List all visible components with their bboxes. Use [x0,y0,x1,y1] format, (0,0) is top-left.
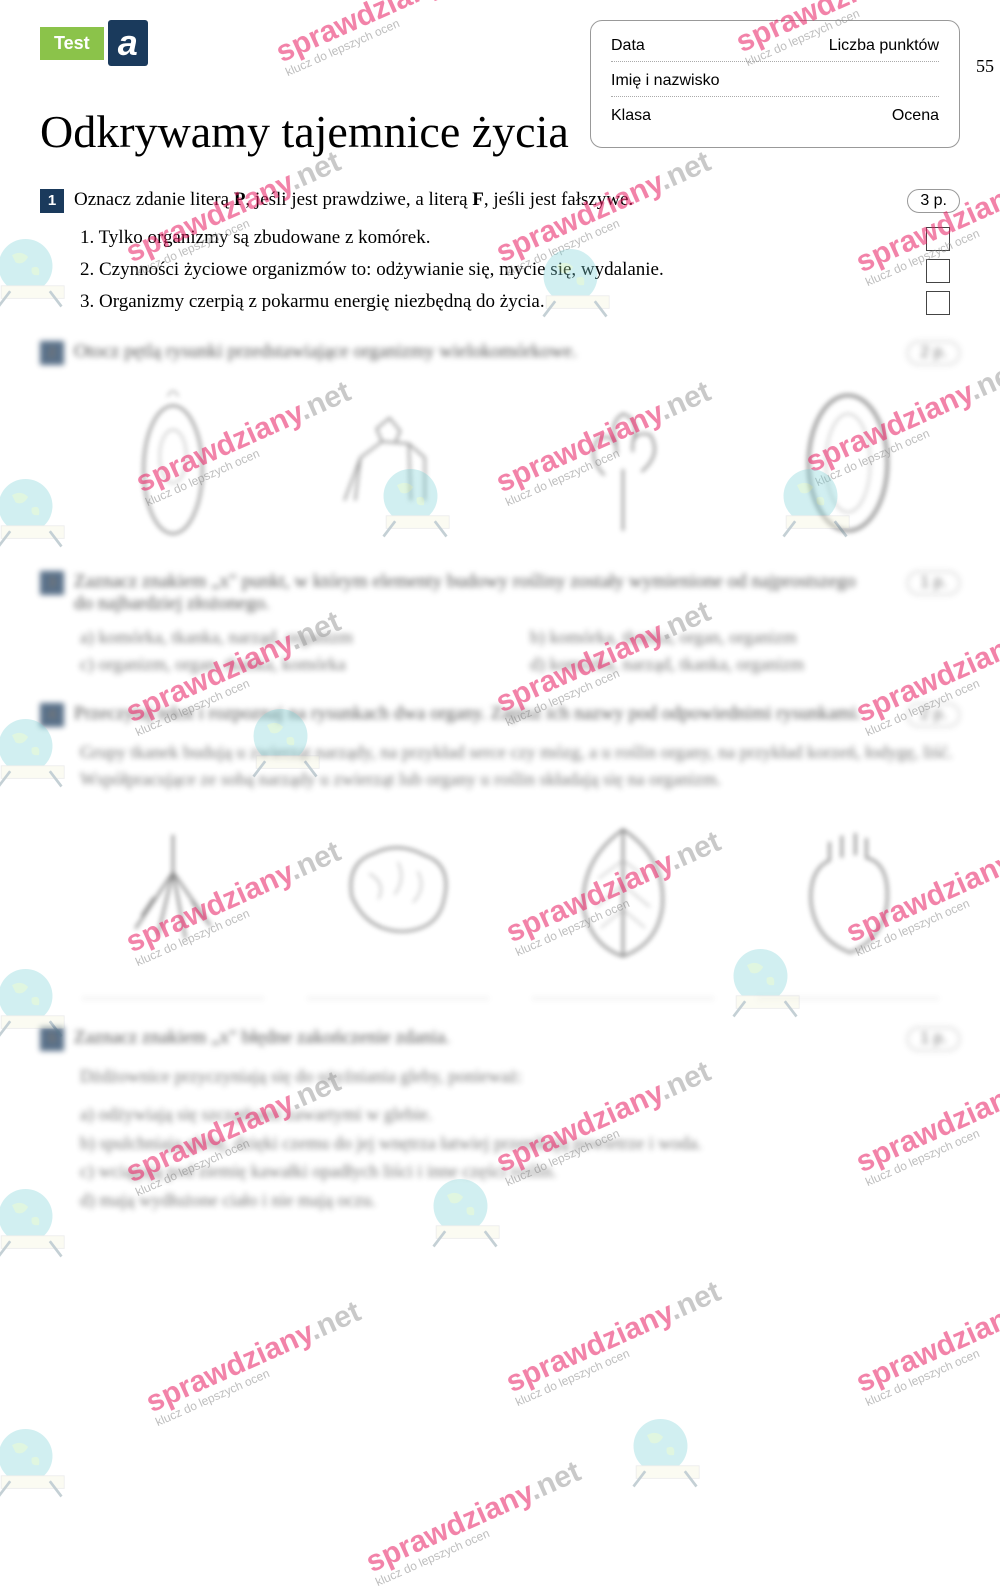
label-grade: Ocena [892,107,939,125]
organ-image-brain [323,811,473,971]
q5-number: 5 [40,1027,64,1051]
q2-number: 2 [40,341,64,365]
label-date: Data [611,37,645,55]
question-2: 2 Otocz pętlą rysunki przedstawiające or… [40,341,960,543]
question-1: 1 Oznacz zdanie literą P, jeśli jest pra… [40,189,960,313]
q5-opt-c: c) wciągają pod ziemię kawałki opadłych … [80,1157,960,1186]
answer-line[interactable] [83,981,263,999]
info-row-name: Imię i nazwisko [611,72,939,97]
question-4: 4 Przeczytaj tekst i rozpoznaj na rysunk… [40,703,960,999]
q1-statement-2: 2. Czynności życiowe organizmów to: odży… [80,259,960,281]
info-row-class-grade: Klasa Ocena [611,107,939,131]
q4-points: 2 p. [907,703,960,727]
q1-statement-3: 3. Organizmy czerpią z pokarmu energię n… [80,291,960,313]
q3-points: 1 p. [907,571,960,595]
question-5: 5 Zaznacz znakiem „x" błędne zakończenie… [40,1027,960,1215]
q4-text: Przeczytaj tekst i rozpoznaj na rysunkac… [74,703,874,725]
info-row-date-points: Data Liczba punktów [611,37,939,62]
q5-options: a) odżywiają się szczątkami zawartymi w … [80,1100,960,1215]
q3-opt-b: b) komórka, tkanka, organ, organizm [530,627,960,648]
watermark-text: sprawdziany.netklucz do lepszych ocen [361,1455,590,1589]
q3-opt-a: a) komórka, tkanka, narząd, organizm [80,627,510,648]
q3-opt-c: c) organizm, organ, tkanka, komórka [80,654,510,675]
q4-images [60,811,960,971]
q2-points: 2 p. [907,341,960,365]
answer-line[interactable] [308,981,488,999]
label-name: Imię i nazwisko [611,72,719,90]
checkbox[interactable] [926,259,950,283]
page-number: 55 [976,56,994,77]
q2-images [60,383,960,543]
label-points: Liczba punktów [829,37,939,55]
organ-image-heart [773,811,923,971]
q3-options: a) komórka, tkanka, narząd, organizm b) … [80,627,960,675]
q1-statement-1: 1. Tylko organizmy są zbudowane z komóre… [80,227,960,249]
q1-number: 1 [40,189,64,213]
watermark-globe-icon [620,1410,710,1500]
q4-answer-lines [60,981,960,999]
question-3: 3 Zaznacz znakiem „x" punkt, w którym el… [40,571,960,675]
watermark-text: sprawdziany.netklucz do lepszych ocen [271,0,500,79]
q2-text: Otocz pętlą rysunki przedstawiające orga… [74,341,874,363]
watermark-text: sprawdziany.netklucz do lepszych ocen [141,1295,370,1429]
organism-image-2 [323,383,473,543]
answer-line[interactable] [533,981,713,999]
student-info-box: Data Liczba punktów Imię i nazwisko Klas… [590,20,960,148]
q5-points: 1 p. [907,1027,960,1051]
checkbox[interactable] [926,227,950,251]
watermark-globe-icon [0,1420,75,1510]
q3-text: Zaznacz znakiem „x" punkt, w którym elem… [74,571,874,615]
test-letter: a [108,20,148,66]
label-class: Klasa [611,107,651,125]
q5-intro: Dżdżownice przyczyniają się do użyźniani… [80,1063,960,1090]
q4-number: 4 [40,703,64,727]
q3-opt-d: d) komórka, narząd, tkanka, organizm [530,654,960,675]
q5-opt-b: b) spulchniają glebę, dzięki czemu do je… [80,1129,960,1158]
q1-statements: 1. Tylko organizmy są zbudowane z komóre… [80,227,960,313]
watermark-text: sprawdziany.netklucz do lepszych ocen [501,1275,730,1409]
organism-image-3 [548,383,698,543]
q5-text: Zaznacz znakiem „x" błędne zakończenie z… [74,1027,874,1049]
q1-text: Oznacz zdanie literą P, jeśli jest prawd… [74,189,874,211]
q1-points: 3 p. [907,189,960,213]
checkbox[interactable] [926,291,950,315]
test-badge: Test a [40,20,148,66]
test-label: Test [40,27,104,60]
q5-opt-d: d) mają wydłużone ciało i nie mają oczu. [80,1186,960,1215]
q4-body: Grupy tkanek budują u zwierząt narządy, … [80,739,960,793]
organism-image-4 [773,383,923,543]
watermark-text: sprawdziany.netklucz do lepszych ocen [851,1275,1000,1409]
q5-opt-a: a) odżywiają się szczątkami zawartymi w … [80,1100,960,1129]
organism-image-1 [98,383,248,543]
organ-image-leaf [548,811,698,971]
q3-number: 3 [40,571,64,595]
organ-image-roots [98,811,248,971]
answer-line[interactable] [758,981,938,999]
